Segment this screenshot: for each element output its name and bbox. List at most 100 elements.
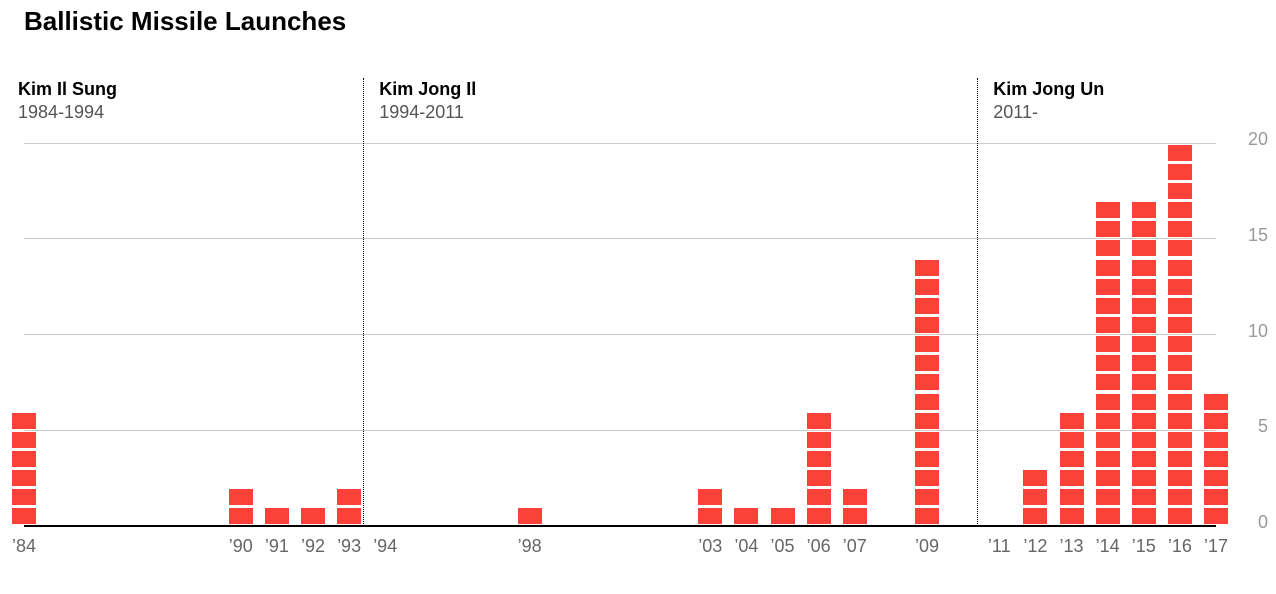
bar-unit [1168, 298, 1192, 314]
bar-unit [1132, 221, 1156, 237]
bar-unit [1132, 508, 1156, 524]
bar-unit [1096, 355, 1120, 371]
bar-unit [265, 508, 289, 524]
bar-unit [301, 508, 325, 524]
bar-unit [1096, 508, 1120, 524]
bar-unit [1168, 355, 1192, 371]
bar-unit [12, 508, 36, 524]
bar-unit [1204, 432, 1228, 448]
bar-unit [1060, 489, 1084, 505]
y-tick-label: 10 [1248, 321, 1268, 342]
bar-unit [1132, 336, 1156, 352]
bar-unit [1204, 413, 1228, 429]
bar-unit [1168, 279, 1192, 295]
bar-unit [1168, 336, 1192, 352]
bar-unit [915, 489, 939, 505]
bar-unit [1168, 183, 1192, 199]
bar-unit [1168, 164, 1192, 180]
y-tick-label: 5 [1258, 416, 1268, 437]
x-tick-label: ’15 [1132, 536, 1156, 557]
bar-unit [807, 470, 831, 486]
y-tick-label: 15 [1248, 225, 1268, 246]
bar-unit [1132, 451, 1156, 467]
bar-unit [771, 508, 795, 524]
bar-unit [1132, 202, 1156, 218]
bar-unit [1096, 221, 1120, 237]
bar-unit [1096, 279, 1120, 295]
bar-unit [229, 508, 253, 524]
bar-unit [915, 279, 939, 295]
bar-unit [1168, 451, 1192, 467]
bar-unit [1132, 317, 1156, 333]
bar-unit [698, 489, 722, 505]
x-tick-label: ’16 [1168, 536, 1192, 557]
bar-unit [1096, 260, 1120, 276]
bar-unit [1132, 374, 1156, 390]
missile-launches-chart: Ballistic Missile Launches05101520Kim Il… [0, 0, 1276, 594]
bar-unit [1096, 432, 1120, 448]
bar-unit [1096, 451, 1120, 467]
bar-unit [1132, 240, 1156, 256]
x-tick-label: ’93 [337, 536, 361, 557]
bar-unit [518, 508, 542, 524]
x-tick-label: ’94 [373, 536, 397, 557]
bar-unit [1132, 470, 1156, 486]
bar-unit [1096, 202, 1120, 218]
bar-unit [1132, 413, 1156, 429]
bar-unit [1132, 298, 1156, 314]
era-divider [977, 78, 978, 526]
bar-unit [915, 451, 939, 467]
bar-unit [1132, 279, 1156, 295]
era-name: Kim Jong Il [379, 78, 476, 101]
era-divider [363, 78, 364, 526]
bar-unit [1060, 508, 1084, 524]
x-tick-label: ’03 [698, 536, 722, 557]
bar-unit [1060, 413, 1084, 429]
bar-unit [1132, 432, 1156, 448]
bar-unit [1168, 260, 1192, 276]
bar-unit [1168, 470, 1192, 486]
bar-unit [915, 260, 939, 276]
bar-unit [734, 508, 758, 524]
bar-unit [915, 374, 939, 390]
bar-unit [1204, 394, 1228, 410]
x-tick-label: ’91 [265, 536, 289, 557]
bar-unit [1096, 374, 1120, 390]
bar-unit [1168, 374, 1192, 390]
x-tick-label: ’12 [1023, 536, 1047, 557]
bar-unit [807, 451, 831, 467]
era-range: 1994-2011 [379, 101, 476, 124]
x-tick-label: ’11 [988, 536, 1011, 557]
bar-unit [1168, 145, 1192, 161]
y-gridline [24, 143, 1216, 144]
bar-unit [1132, 355, 1156, 371]
bar-unit [12, 470, 36, 486]
era-range: 2011- [993, 101, 1104, 124]
era-range: 1984-1994 [18, 101, 117, 124]
bar-unit [698, 508, 722, 524]
x-tick-label: ’90 [229, 536, 253, 557]
bar-unit [1132, 260, 1156, 276]
bar-unit [915, 317, 939, 333]
bar-unit [1060, 451, 1084, 467]
bar-unit [807, 413, 831, 429]
x-tick-label: ’17 [1204, 536, 1228, 557]
bar-unit [915, 394, 939, 410]
bar-unit [1168, 413, 1192, 429]
x-tick-label: ’13 [1059, 536, 1083, 557]
bar-unit [1168, 394, 1192, 410]
bar-unit [915, 355, 939, 371]
bar-unit [12, 432, 36, 448]
bar-unit [12, 489, 36, 505]
bar-unit [229, 489, 253, 505]
bar-unit [1023, 470, 1047, 486]
bar-unit [1168, 508, 1192, 524]
bar-unit [1204, 489, 1228, 505]
bar-unit [12, 413, 36, 429]
bar-unit [337, 508, 361, 524]
bar-unit [1096, 298, 1120, 314]
y-gridline [24, 334, 1216, 335]
bar-unit [337, 489, 361, 505]
bar-unit [1096, 413, 1120, 429]
bar-unit [807, 489, 831, 505]
